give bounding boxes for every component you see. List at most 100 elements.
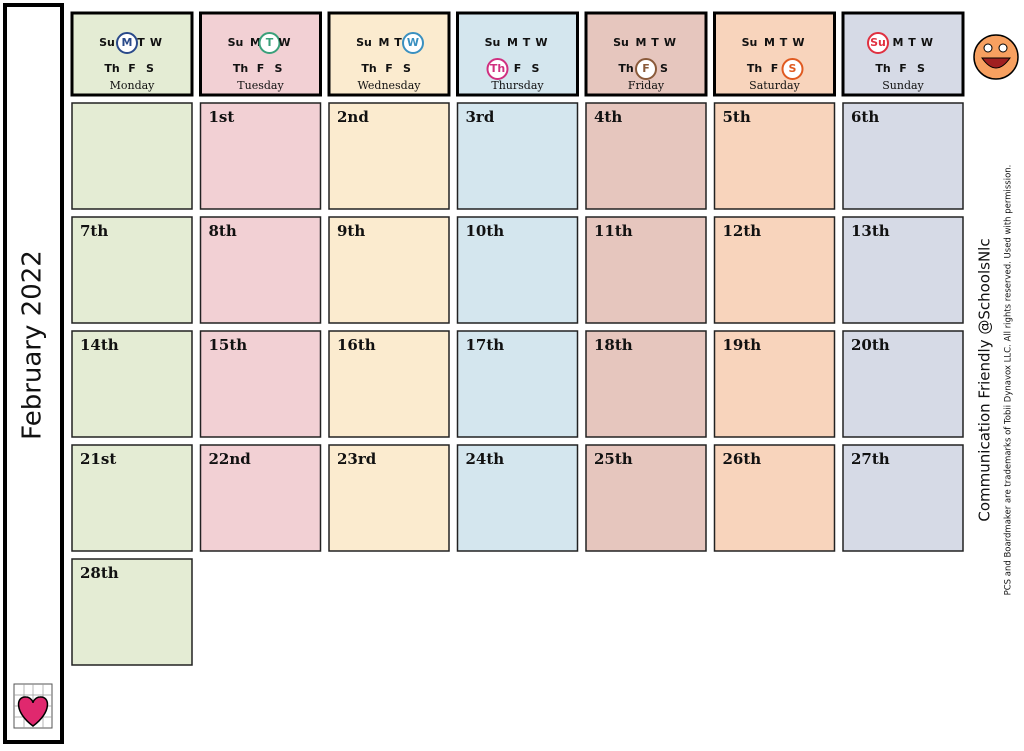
day-ring [258, 32, 281, 54]
week-letter: S [532, 62, 540, 75]
week-letter: Th [747, 62, 762, 75]
day-name: Monday [110, 79, 156, 92]
week-letter: Su [870, 36, 886, 49]
week-letter: F [642, 62, 650, 75]
day-header [841, 11, 965, 97]
week-letter: Su [742, 36, 758, 49]
date-label: 24th [466, 450, 505, 468]
date-label: 26th [723, 450, 762, 468]
date-cell [328, 216, 450, 324]
day-header [199, 11, 322, 97]
date-cell [199, 216, 322, 324]
date-label: 22nd [209, 450, 252, 468]
date-label: 17th [466, 336, 505, 354]
week-letter: T [394, 36, 402, 49]
date-label: 5th [723, 108, 751, 126]
week-letter: T [908, 36, 916, 49]
week-letter: Su [613, 36, 629, 49]
date-cell [71, 558, 193, 666]
date-label: 16th [337, 336, 376, 354]
week-letter: W [921, 36, 933, 49]
day-ring [781, 58, 804, 80]
day-ring [486, 58, 509, 80]
day-ring [116, 32, 138, 54]
week-letter: Th [618, 62, 633, 75]
day-name: Tuesday [237, 79, 284, 92]
day-name: Sunday [882, 79, 924, 92]
week-letter: T [780, 36, 788, 49]
day-header [70, 11, 194, 97]
date-cell [585, 216, 707, 324]
date-label: 20th [851, 336, 890, 354]
date-label: 8th [209, 222, 237, 240]
week-letter: Su [99, 36, 115, 49]
date-cell [585, 102, 707, 210]
date-label: 1st [209, 108, 235, 126]
day-name: Thursday [491, 79, 544, 92]
week-letter: S [789, 62, 797, 75]
date-cell [585, 444, 707, 552]
day-ring [867, 32, 889, 54]
week-letter: T [266, 36, 274, 49]
week-letter: F [257, 62, 265, 75]
week-letter: F [514, 62, 522, 75]
date-label: 21st [80, 450, 116, 468]
week-letter: W [664, 36, 676, 49]
week-letter: W [792, 36, 804, 49]
day-header [456, 11, 579, 97]
date-label: 2nd [337, 108, 369, 126]
date-label: 27th [851, 450, 890, 468]
day-name: Saturday [749, 79, 800, 92]
date-cell [713, 102, 836, 210]
title: February 2022 [18, 250, 48, 440]
week-letter: T [651, 36, 659, 49]
week-letter: Su [228, 36, 244, 49]
week-letter: M [250, 36, 261, 49]
date-cell [71, 102, 193, 210]
week-letter: S [917, 62, 925, 75]
date-cell [71, 330, 193, 438]
week-letter: M [893, 36, 904, 49]
credit: Communication Friendly @SchoolsNlc [976, 238, 994, 521]
week-letter: Th [233, 62, 248, 75]
date-cell [71, 444, 193, 552]
title-bar [3, 3, 64, 744]
date-cell [328, 444, 450, 552]
week-letter: Su [356, 36, 372, 49]
date-cell [842, 444, 964, 552]
week-letter: M [764, 36, 775, 49]
date-cell [456, 444, 579, 552]
day-ring [635, 58, 657, 80]
date-cell [585, 330, 707, 438]
week-letter: W [535, 36, 547, 49]
date-cell [842, 216, 964, 324]
week-letter: T [523, 36, 531, 49]
copyright: PCS and Boardmaker are trademarks of Tob… [1004, 165, 1014, 596]
date-cell [456, 102, 579, 210]
date-label: 11th [594, 222, 633, 240]
week-letter: M [636, 36, 647, 49]
week-letter: F [128, 62, 136, 75]
date-cell [842, 102, 964, 210]
date-label: 7th [80, 222, 108, 240]
date-cell [456, 216, 579, 324]
date-cell [713, 444, 836, 552]
date-label: 25th [594, 450, 633, 468]
date-cell [199, 102, 322, 210]
date-cell [71, 216, 193, 324]
date-label: 9th [337, 222, 365, 240]
week-letter: S [146, 62, 154, 75]
day-ring [402, 32, 424, 54]
date-label: 23rd [337, 450, 377, 468]
week-letter: W [407, 36, 419, 49]
week-letter: S [403, 62, 411, 75]
heart-icon [13, 683, 53, 729]
date-label: 12th [723, 222, 762, 240]
week-letter: Th [361, 62, 376, 75]
week-letter: M [122, 36, 133, 49]
week-letter: S [275, 62, 283, 75]
week-letter: Th [104, 62, 119, 75]
date-cell [199, 330, 322, 438]
week-letter: Th [490, 62, 505, 75]
